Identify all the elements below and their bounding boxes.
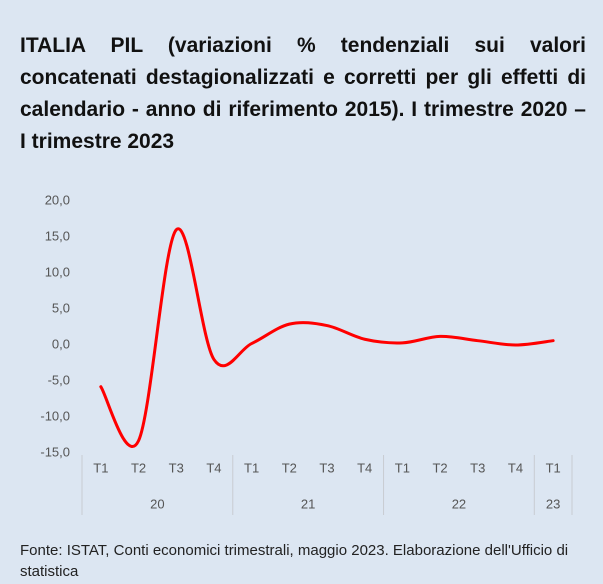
source-note: Fonte: ISTAT, Conti economici trimestral… bbox=[20, 542, 569, 580]
x-group-label: 21 bbox=[301, 496, 315, 511]
x-tick-label: T4 bbox=[508, 460, 523, 475]
y-tick-label: 15,0 bbox=[45, 228, 70, 243]
y-tick-label: 10,0 bbox=[45, 264, 70, 279]
y-tick-label: -15,0 bbox=[40, 444, 70, 459]
x-tick-label: T1 bbox=[546, 460, 561, 475]
x-tick-label: T2 bbox=[432, 460, 447, 475]
x-group-label: 23 bbox=[546, 496, 560, 511]
y-tick-label: 20,0 bbox=[45, 192, 70, 207]
y-tick-label: -5,0 bbox=[48, 372, 70, 387]
y-tick-label: 0,0 bbox=[52, 336, 70, 351]
x-tick-label: T2 bbox=[131, 460, 146, 475]
x-tick-label: T2 bbox=[282, 460, 297, 475]
x-tick-label: T4 bbox=[357, 460, 372, 475]
x-tick-label: T1 bbox=[93, 460, 108, 475]
y-tick-label: -10,0 bbox=[40, 408, 70, 423]
x-group-label: 20 bbox=[150, 496, 164, 511]
x-tick-label: T4 bbox=[206, 460, 221, 475]
x-tick-label: T3 bbox=[319, 460, 334, 475]
x-tick-label: T1 bbox=[244, 460, 259, 475]
data-line bbox=[99, 227, 555, 448]
y-tick-label: 5,0 bbox=[52, 300, 70, 315]
x-tick-label: T3 bbox=[169, 460, 184, 475]
x-group-label: 22 bbox=[452, 496, 466, 511]
x-tick-label: T1 bbox=[395, 460, 410, 475]
chart-title: ITALIA PIL (variazioni % tendenziali sui… bbox=[20, 34, 586, 153]
x-tick-label: T3 bbox=[470, 460, 485, 475]
